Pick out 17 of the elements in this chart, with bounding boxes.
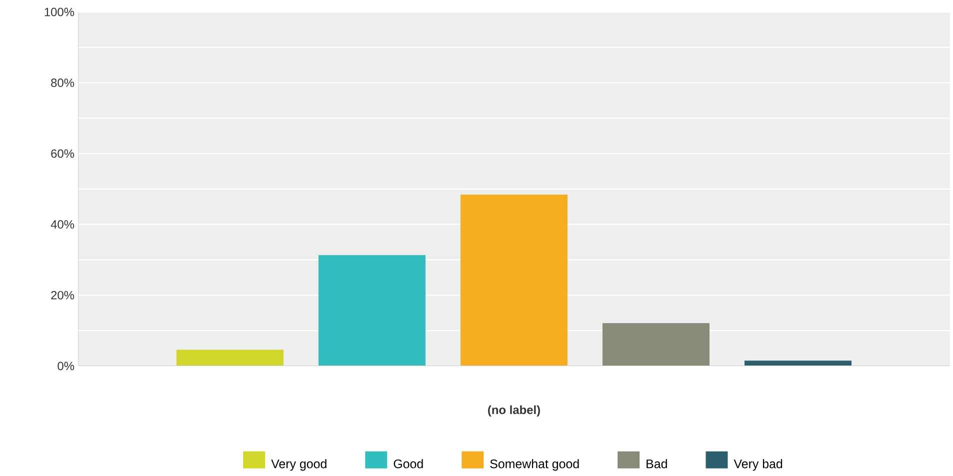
legend-label: Bad — [646, 459, 667, 468]
legend-label: Somewhat good — [490, 459, 579, 471]
bar — [460, 194, 568, 366]
bar — [744, 360, 852, 366]
y-tick-label: 60% — [51, 149, 74, 158]
legend-label: Good — [394, 459, 423, 468]
x-axis-title: (no label) — [488, 405, 540, 416]
bar — [602, 323, 710, 366]
y-tick-label: 0% — [58, 362, 74, 370]
y-tick-label: 100% — [44, 8, 74, 16]
y-tick-label: 20% — [51, 290, 74, 300]
y-tick-label: 40% — [50, 220, 74, 229]
bar — [318, 255, 426, 366]
bar — [176, 350, 284, 366]
legend-label: Very good — [271, 459, 326, 471]
legend-label: Very bad — [734, 459, 782, 471]
y-tick-label: 80% — [51, 78, 74, 88]
